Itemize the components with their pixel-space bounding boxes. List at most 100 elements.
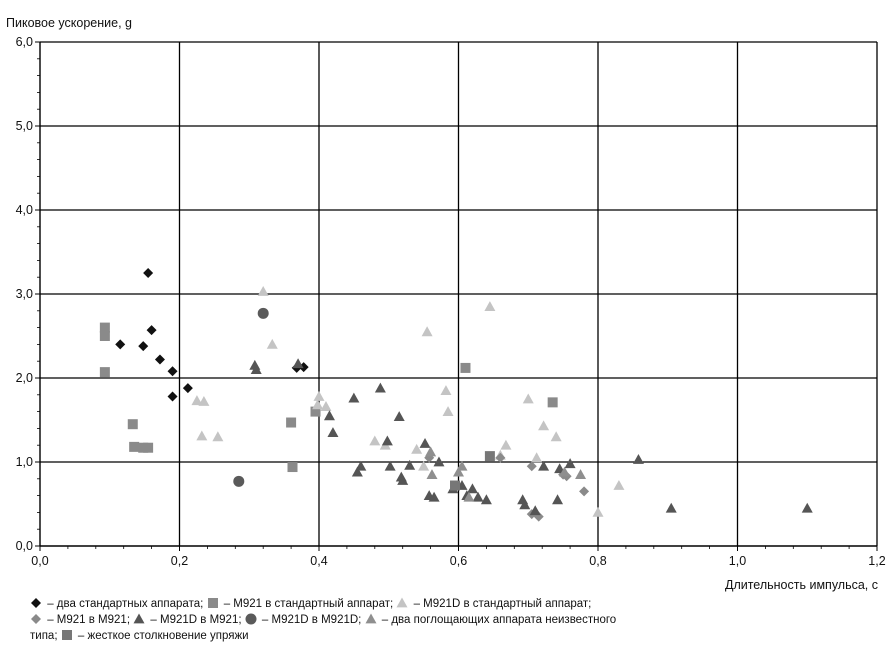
series-6 <box>425 446 587 502</box>
y-tick-label: 1,0 <box>16 455 33 469</box>
data-point-triangle <box>411 443 423 454</box>
data-point-triangle <box>453 466 464 477</box>
data-point-triangle <box>433 456 445 467</box>
data-point-triangle <box>351 466 363 477</box>
legend-label: – два стандартных аппарата; <box>44 598 207 610</box>
data-point-square <box>129 441 140 452</box>
series-1 <box>99 322 558 473</box>
legend-label: – M921D в M921; <box>147 614 245 626</box>
data-point-square <box>127 419 138 430</box>
series-3 <box>424 452 590 522</box>
data-point-triangle <box>480 494 492 505</box>
series-7 <box>450 451 495 491</box>
data-point-triangle <box>257 285 269 296</box>
data-point-triangle <box>550 431 562 442</box>
data-point-triangle <box>522 393 534 404</box>
data-point-triangle <box>442 406 454 416</box>
data-point-triangle <box>250 364 262 374</box>
data-point-triangle <box>191 395 203 406</box>
legend-marker <box>207 598 218 608</box>
tick-labels: 0,0 0,2 0,4 0,6 0,8 1,0 1,2 0,0 1,0 2,0 3,0 4,0 5,0 6… <box>16 35 886 568</box>
x-tick-label: 0,0 <box>31 554 48 568</box>
y-tick-label: 0,0 <box>16 539 33 553</box>
legend-marker <box>133 613 145 624</box>
data-point-triangle <box>327 427 339 437</box>
data-point-triangle <box>440 385 452 395</box>
legend-diamond-icon <box>31 598 41 608</box>
legend-label: типа; <box>30 630 61 642</box>
data-point-square <box>484 451 495 462</box>
data-point-triangle <box>292 358 304 369</box>
legend-diamond-icon <box>31 614 41 624</box>
data-point-square <box>547 397 558 408</box>
data-point-triangle <box>632 453 644 464</box>
data-point-diamond <box>143 268 154 278</box>
data-point-diamond <box>495 452 506 463</box>
data-point-triangle <box>323 410 335 421</box>
data-point-triangle <box>484 301 496 311</box>
legend-marker <box>31 614 41 624</box>
data-point-square <box>286 417 297 428</box>
data-point-triangle <box>393 411 405 422</box>
data-point-square <box>143 442 154 453</box>
data-point-triangle <box>801 502 813 513</box>
data-point-square <box>450 480 461 491</box>
legend-label: – M921D в стандартный аппарат; <box>410 598 592 610</box>
data-point-triangle <box>665 502 677 513</box>
legend-triangle-icon <box>133 613 145 624</box>
data-point-triangle <box>384 460 396 471</box>
legend-label: – M921 в M921; <box>44 614 134 626</box>
legend-marker <box>31 598 41 608</box>
data-point-triangle <box>421 326 433 337</box>
data-point-triangle <box>463 491 475 502</box>
data-point-triangle <box>418 460 430 471</box>
series-0 <box>115 268 309 402</box>
data-point-square <box>99 367 110 378</box>
data-point-diamond <box>167 366 178 377</box>
x-tick-label: 1,0 <box>729 554 746 568</box>
legend-line: – два стандартных аппарата; – M921 в ста… <box>30 596 880 612</box>
legend-triangle-icon <box>396 597 408 608</box>
data-point-triangle <box>404 459 416 470</box>
data-point-triangle <box>397 474 409 485</box>
x-tick-label: 0,6 <box>450 554 467 568</box>
data-point-diamond <box>115 339 126 350</box>
legend-marker <box>61 630 72 640</box>
data-point-triangle <box>592 506 604 517</box>
data-point-triangle <box>381 435 393 446</box>
data-point-diamond <box>533 511 544 522</box>
legend-label: – M921D в M921D; <box>258 614 365 626</box>
x-axis-title: Длительность импульса, с <box>725 578 878 592</box>
data-point-triangle <box>425 446 437 457</box>
data-point-diamond <box>526 461 537 472</box>
data-point-triangle <box>348 392 360 403</box>
data-point-triangle <box>369 435 381 446</box>
data-point-diamond <box>146 325 157 336</box>
data-point-triangle <box>613 480 625 490</box>
data-point-triangle <box>313 390 325 401</box>
data-point-circle <box>233 475 245 487</box>
data-point-triangle <box>472 491 484 502</box>
y-tick-label: 3,0 <box>16 287 33 301</box>
data-point-triangle <box>559 466 571 477</box>
y-tick-label: 4,0 <box>16 203 33 217</box>
data-point-triangle <box>456 460 468 471</box>
legend-label: – M921 в стандартный аппарат; <box>220 598 397 610</box>
data-point-square <box>460 362 471 373</box>
data-point-diamond <box>182 383 193 394</box>
legend-marker <box>245 613 257 625</box>
legend-marker <box>396 597 408 608</box>
data-point-triangle <box>320 401 332 411</box>
y-tick-label: 6,0 <box>16 35 33 49</box>
data-points <box>99 268 813 522</box>
data-point-triangle <box>564 458 576 469</box>
series-5 <box>233 307 269 487</box>
data-point-diamond <box>579 486 590 497</box>
data-point-triangle <box>374 382 386 393</box>
data-point-triangle <box>355 460 367 471</box>
x-tick-label: 0,2 <box>171 554 188 568</box>
series-4 <box>249 358 813 516</box>
legend-label: – два поглощающих аппарата неизвестного <box>378 614 617 626</box>
y-axis-title: Пиковое ускорение, g <box>6 16 132 30</box>
data-point-triangle <box>575 469 587 479</box>
